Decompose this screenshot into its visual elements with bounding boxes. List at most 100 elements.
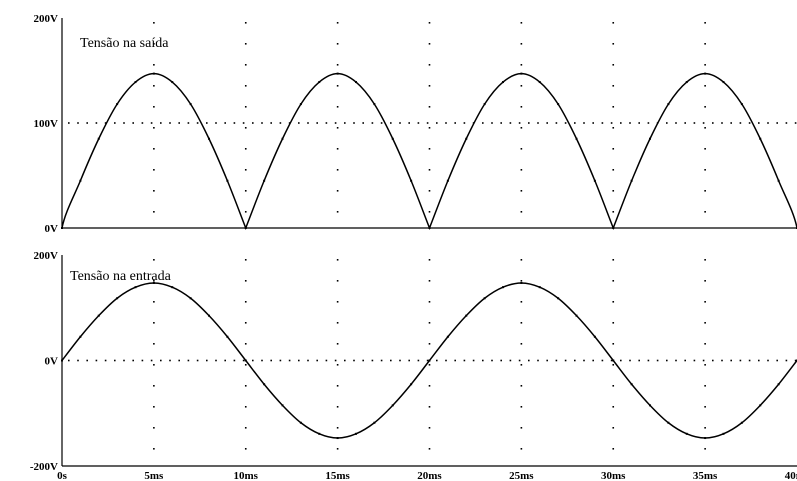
grid-dot (620, 122, 622, 124)
panel-title: Tensão na saída (80, 36, 169, 51)
x-tick-label: 10ms (234, 470, 259, 481)
data-point (740, 103, 743, 106)
grid-dot (428, 406, 431, 408)
grid-dot (583, 359, 585, 362)
data-point (667, 421, 670, 424)
grid-dot (555, 359, 558, 362)
grid-dot (520, 211, 523, 213)
grid-dot (704, 301, 706, 303)
grid-dot (353, 359, 355, 362)
grid-dot (638, 359, 640, 362)
grid-dot (730, 122, 732, 124)
grid-dot (336, 385, 339, 387)
grid-dot (612, 406, 615, 408)
grid-dot (362, 359, 364, 362)
grid-dot (252, 122, 254, 124)
grid-dot (153, 106, 155, 108)
grid-dot (141, 122, 144, 124)
grid-dot (215, 122, 217, 124)
grid-dot (307, 359, 309, 362)
grid-dot (704, 127, 706, 129)
grid-dot (298, 359, 300, 362)
grid-dot (298, 122, 300, 124)
data-point (336, 72, 339, 75)
data-point (428, 227, 431, 229)
grid-dot (704, 427, 706, 429)
grid-dot (436, 122, 438, 124)
grid-dot (169, 359, 171, 362)
grid-dot (428, 259, 431, 261)
grid-dot (336, 364, 339, 366)
grid-dot (555, 122, 558, 124)
grid-dot (785, 359, 788, 362)
data-point (667, 103, 670, 106)
grid-dot (704, 322, 706, 324)
grid-dot (428, 106, 431, 108)
data-point (704, 437, 707, 440)
grid-dot (520, 64, 523, 66)
grid-dot (417, 359, 420, 362)
grid-dot (261, 359, 263, 362)
grid-dot (244, 169, 247, 171)
data-point (226, 335, 229, 338)
grid-dot (758, 359, 760, 362)
grid-dot (178, 359, 180, 362)
grid-dot (178, 122, 180, 124)
data-point (299, 421, 302, 424)
grid-dot (509, 359, 512, 362)
grid-dot (704, 64, 706, 66)
grid-dot (428, 64, 431, 66)
grid-dot (702, 122, 705, 124)
grid-dot (612, 343, 615, 345)
grid-dot (390, 122, 392, 124)
grid-dot (612, 22, 615, 24)
grid-dot (160, 122, 162, 124)
grid-dot (520, 259, 523, 261)
grid-dot (620, 359, 622, 362)
grid-dot (612, 427, 615, 429)
grid-dot (520, 148, 523, 150)
grid-dot (233, 359, 236, 362)
grid-dot (794, 122, 797, 124)
grid-dot (153, 406, 155, 408)
grid-dot (592, 359, 594, 362)
grid-dot (612, 169, 615, 171)
data-point (61, 227, 63, 229)
data-point (318, 432, 321, 435)
grid-dot (261, 122, 263, 124)
data-point (226, 179, 229, 182)
grid-dot (153, 280, 155, 282)
grid-dot (520, 190, 523, 192)
data-point (152, 281, 155, 284)
data-point (593, 335, 596, 338)
grid-dot (520, 448, 523, 450)
grid-dot (244, 106, 247, 108)
grid-dot (344, 359, 346, 362)
grid-dot (169, 122, 171, 124)
grid-dot (336, 448, 339, 450)
series-line (61, 72, 797, 231)
grid-dot (721, 359, 723, 362)
grid-dot (612, 148, 615, 150)
data-point (759, 404, 762, 407)
grid-dot (610, 122, 613, 124)
data-point (520, 281, 523, 284)
grid-dot (528, 359, 530, 362)
x-tick-label: 35ms (693, 470, 718, 481)
grid-dot (509, 122, 512, 124)
grid-dot (675, 359, 677, 362)
grid-dot (704, 43, 706, 45)
grid-dot (794, 359, 797, 362)
grid-dot (712, 122, 714, 124)
x-tick-label: 40ms (785, 470, 797, 481)
data-point (446, 335, 449, 338)
data-point (502, 286, 504, 289)
grid-dot (244, 148, 247, 150)
grid-dot (399, 359, 401, 362)
grid-dot (408, 359, 410, 362)
grid-dot (520, 427, 523, 429)
grid-dot (704, 85, 706, 87)
grid-dot (520, 343, 523, 345)
grid-dot (77, 122, 79, 124)
grid-dot (307, 122, 309, 124)
